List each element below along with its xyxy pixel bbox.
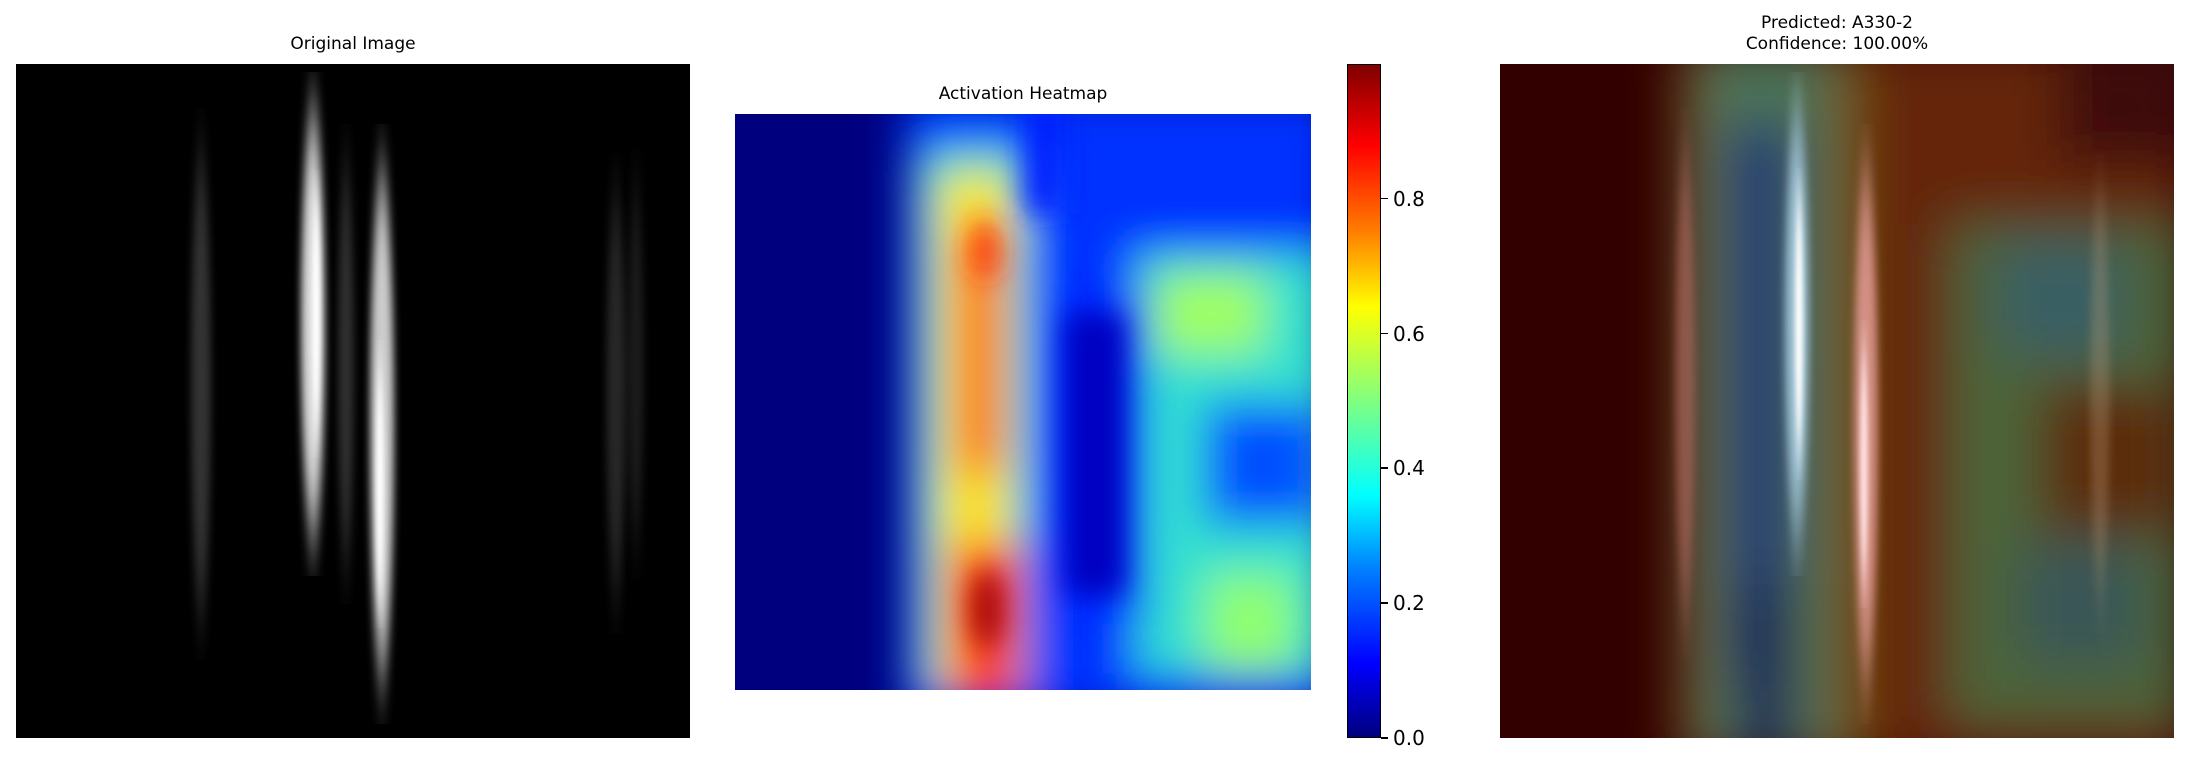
- colorbar-tick-mark: [1381, 602, 1388, 604]
- overlay-svg: [1500, 64, 2174, 738]
- colorbar: [1347, 64, 1381, 738]
- colorbar-tick-label: 0.4: [1393, 456, 1425, 481]
- prediction-title-line-1: Predicted: A330-2: [1761, 13, 1913, 33]
- activation-heatmap-title: Activation Heatmap: [938, 84, 1108, 104]
- original-image-svg: [16, 64, 690, 738]
- colorbar-tick-mark: [1381, 332, 1388, 335]
- original-image-plot: [16, 64, 690, 738]
- colorbar-tick-mark: [1381, 737, 1388, 739]
- activation-heatmap-svg: [735, 114, 1311, 690]
- colorbar-tick-mark: [1381, 197, 1388, 200]
- original-image-title: Original Image: [290, 34, 416, 54]
- overlay-streaks: [1675, 114, 2110, 674]
- activation-heatmap-plot: [735, 114, 1311, 690]
- colorbar-tick-label: 0.8: [1393, 186, 1425, 211]
- colorbar-tick-label: 0.0: [1393, 726, 1425, 750]
- colorbar-tick-label: 0.2: [1393, 591, 1425, 616]
- original-image-streaks: [191, 114, 644, 674]
- prediction-title-line-2: Confidence: 100.00%: [1745, 34, 1929, 54]
- colorbar-tick-mark: [1381, 467, 1388, 469]
- colorbar-tick-label: 0.6: [1393, 321, 1425, 346]
- overlay-plot: [1500, 64, 2174, 738]
- overlay-heat: [1680, 64, 2174, 738]
